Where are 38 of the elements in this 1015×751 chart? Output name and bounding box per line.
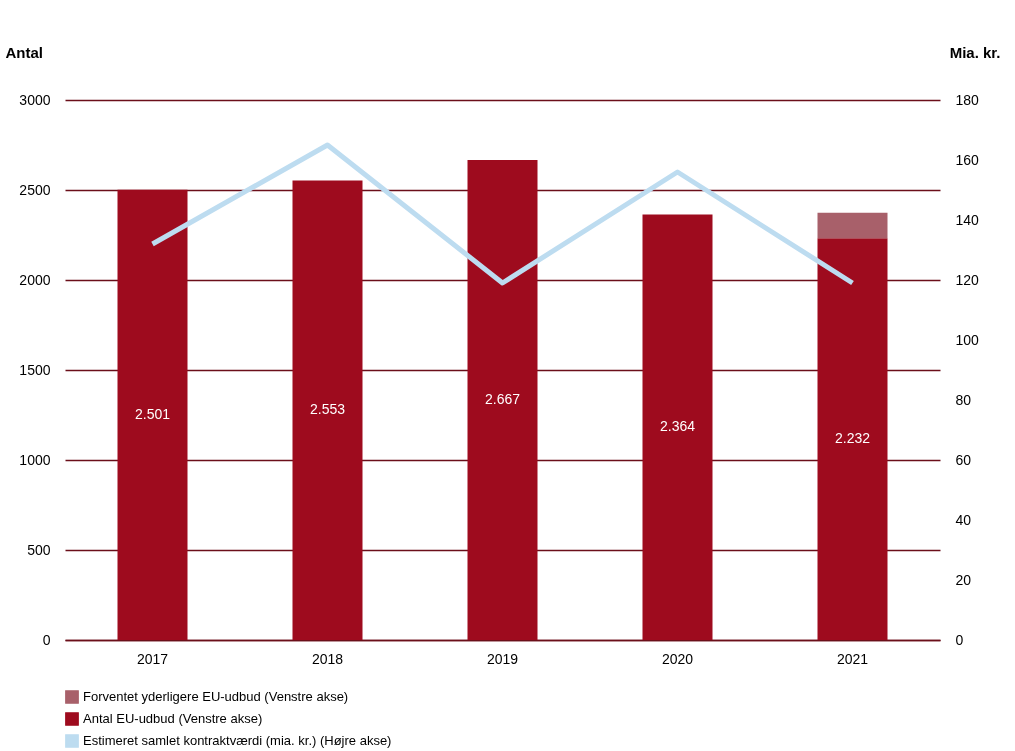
x-tick-label: 2019 bbox=[486, 650, 519, 667]
y-tick-label: 2500 bbox=[19, 181, 51, 198]
x-tick-label: 2020 bbox=[661, 650, 694, 667]
x-tick-label: 2021 bbox=[836, 650, 869, 667]
y-tick-label: 500 bbox=[27, 541, 51, 558]
y2-tick-label: 180 bbox=[955, 91, 980, 108]
y2-axis-title: Mia. kr. bbox=[949, 43, 1001, 61]
y2-tick-label: 80 bbox=[955, 391, 972, 408]
y2-tick-label: 120 bbox=[955, 271, 980, 288]
data-label: 2.553 bbox=[309, 401, 346, 418]
bar bbox=[117, 189, 188, 640]
data-label: 2.232 bbox=[834, 430, 871, 447]
y-tick-label: 2000 bbox=[19, 271, 51, 288]
y-tick-label: 1500 bbox=[19, 361, 51, 378]
data-label: 2.501 bbox=[134, 405, 171, 422]
legend-label: Forventet yderligere EU-udbud (Venstre akse) bbox=[83, 689, 349, 704]
y2-tick-label: 100 bbox=[955, 331, 980, 348]
x-tick-label: 2017 bbox=[136, 650, 169, 667]
x-tick-label: 2018 bbox=[311, 650, 344, 667]
bar bbox=[642, 214, 713, 640]
y-tick-label: 3000 bbox=[19, 91, 51, 108]
y-axis-title: Antal bbox=[5, 43, 43, 61]
legend-label: Antal EU-udbud (Venstre akse) bbox=[83, 711, 263, 726]
bar bbox=[817, 212, 888, 239]
y2-tick-label: 20 bbox=[955, 571, 972, 588]
legend-label: Estimeret samlet kontraktværdi (mia. kr.) (Højre akse) bbox=[83, 733, 392, 748]
bar bbox=[467, 159, 538, 640]
y2-tick-label: 160 bbox=[955, 151, 980, 168]
y2-tick-label: 0 bbox=[955, 631, 964, 648]
bar bbox=[292, 180, 363, 640]
bar bbox=[817, 238, 888, 640]
y2-tick-label: 40 bbox=[955, 511, 972, 528]
y-tick-label: 1000 bbox=[19, 451, 51, 468]
data-label: 2.364 bbox=[659, 418, 696, 435]
y-tick-label: 0 bbox=[42, 631, 51, 648]
data-label: 2.667 bbox=[484, 390, 521, 407]
y2-tick-label: 140 bbox=[955, 211, 980, 228]
y2-tick-label: 60 bbox=[955, 451, 972, 468]
